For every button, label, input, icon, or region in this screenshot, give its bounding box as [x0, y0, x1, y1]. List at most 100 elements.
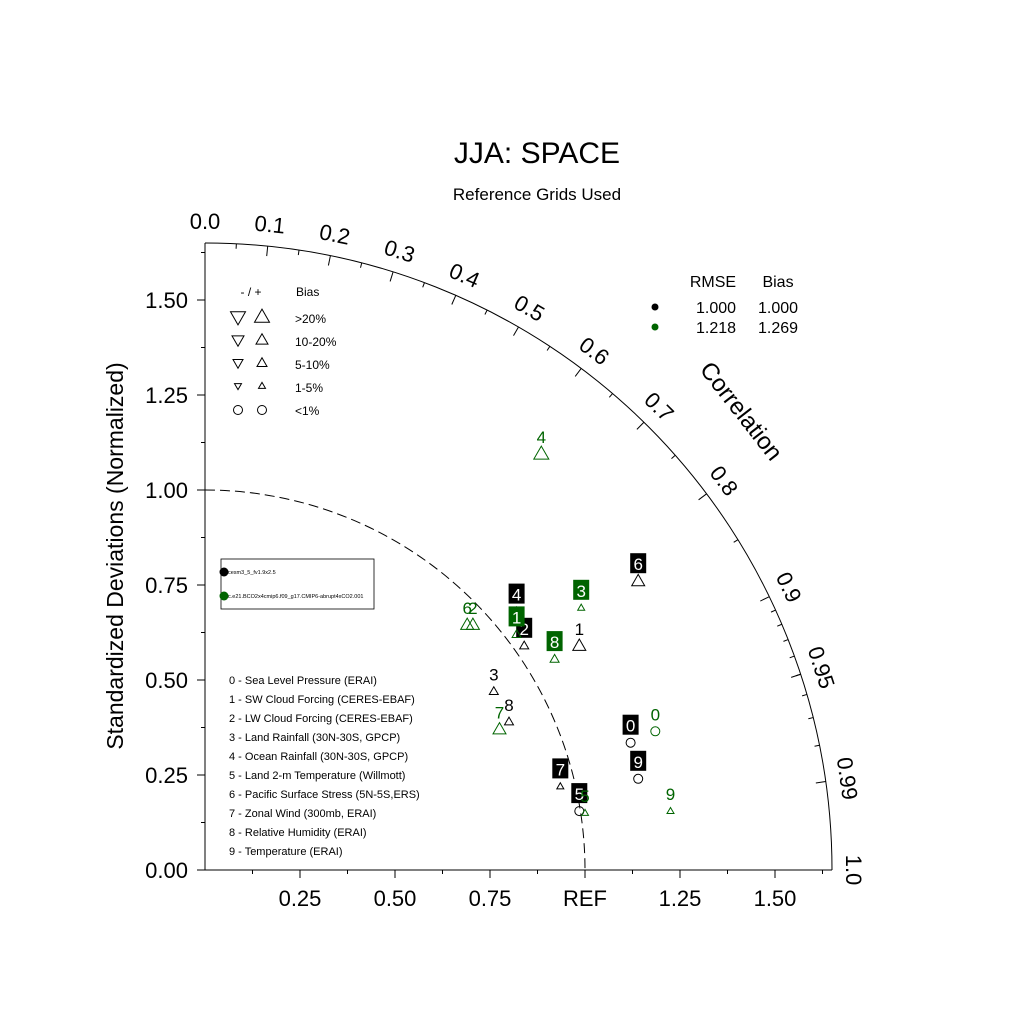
stats-header-rmse: RMSE: [690, 274, 736, 291]
down-triangle-icon: [233, 383, 243, 391]
correlation-major-tick: [760, 596, 770, 602]
bias-legend-row: >20%: [295, 312, 326, 326]
data-point-label: 4: [537, 428, 546, 447]
y-tick-label: 1.25: [145, 383, 188, 408]
data-point-label: 6: [633, 555, 642, 574]
variable-entry: 4 - Ocean Rainfall (30N-30S, GPCP): [229, 751, 408, 763]
correlation-major-tick: [327, 255, 331, 266]
data-point-marker: [650, 726, 661, 737]
y-tick-label: 0.50: [145, 668, 188, 693]
data-point-marker: [459, 617, 475, 630]
correlation-major-tick: [790, 673, 801, 678]
variable-entry: 9 - Temperature (ERAI): [229, 846, 343, 858]
data-point-label-box: [630, 553, 647, 574]
data-point-label: 9: [666, 785, 675, 804]
stats-bias-value: 1.269: [758, 320, 798, 337]
up-triangle-icon: [257, 381, 267, 389]
correlation-tick-label: 0.5: [510, 290, 549, 327]
data-point-marker: [511, 628, 522, 639]
y-tick-label: 1.00: [145, 478, 188, 503]
data-point-label: 3: [576, 582, 585, 601]
correlation-major-tick: [698, 493, 707, 501]
correlation-tick-label: 0.95: [803, 643, 840, 691]
correlation-minor-tick: [733, 539, 739, 543]
correlation-arc: [204, 242, 833, 871]
correlation-major-tick: [815, 781, 826, 784]
x-tick-label: 0.75: [469, 886, 512, 911]
data-point-marker: [492, 721, 507, 735]
y-ticks: 0.00 0.25 0.50 0.75 1.00 1.25 1.50: [145, 252, 205, 883]
x-tick-label: 0.50: [374, 886, 417, 911]
stats-rmse-value: 1.218: [696, 320, 736, 337]
data-point-marker: [555, 781, 565, 790]
correlation-tick-label: 0.8: [705, 461, 743, 500]
data-point-label: 2: [468, 599, 477, 618]
data-point-marker: [488, 685, 500, 696]
up-triangle-icon: [256, 356, 268, 367]
bias-legend: - / + Bias >20% 10-20% 5-10% 1-5% <1%: [229, 285, 337, 418]
down-triangle-icon: [229, 311, 247, 326]
variable-list: 0 - Sea Level Pressure (ERAI) 1 - SW Clo…: [229, 675, 420, 858]
stats-rmse-value: 1.000: [696, 300, 736, 317]
data-point-label: 9: [633, 753, 642, 772]
variable-entry: 5 - Land 2-m Temperature (Willmott): [229, 770, 405, 782]
bias-legend-row: <1%: [295, 404, 320, 418]
data-point-label: 5: [580, 787, 589, 806]
y-tick-label: 0.00: [145, 858, 188, 883]
data-point-label: 1: [512, 608, 521, 627]
bias-legend-row: 10-20%: [295, 335, 337, 349]
x-tick-label: REF: [563, 886, 607, 911]
correlation-tick-label: 0.0: [190, 209, 221, 234]
data-point-marker: [503, 716, 515, 726]
x-tick-label: 1.50: [754, 886, 797, 911]
correlation-tick-label: 0.7: [639, 387, 678, 426]
data-point-marker: [518, 640, 530, 650]
variable-entry: 8 - Relative Humidity (ERAI): [229, 827, 367, 839]
data-point-label-box: [571, 783, 588, 804]
data-point-label: 6: [462, 599, 471, 618]
data-point-marker: [580, 808, 590, 816]
correlation-minor-tick: [484, 309, 488, 315]
y-axis-label: Standardized Deviations (Normalized): [102, 362, 128, 749]
correlation-tick-label: 0.3: [381, 235, 418, 268]
correlation-minor-tick: [297, 250, 300, 256]
correlation-tick-label: 0.6: [574, 332, 613, 370]
data-point-marker: [625, 737, 636, 748]
data-point-label: 2: [519, 620, 528, 639]
chart-title: JJA: SPACE: [454, 137, 620, 170]
correlation-minor-tick: [777, 623, 783, 627]
x-ticks: 0.25 0.50 0.75 REF 1.25 1.50: [252, 870, 823, 911]
series-legend-marker: [219, 567, 229, 577]
y-tick-label: 1.50: [145, 288, 188, 313]
correlation-tick-label: 1.0: [841, 855, 866, 886]
data-point-marker: [633, 773, 644, 784]
bias-legend-bias-header: Bias: [296, 285, 319, 299]
up-triangle-icon: [255, 332, 269, 345]
correlation-minor-tick: [608, 393, 613, 398]
stats-header-bias: Bias: [762, 274, 793, 291]
correlation-minor-tick: [360, 262, 363, 268]
data-point-label-box: [622, 714, 639, 735]
data-point-marker: [666, 806, 675, 815]
correlation-minor-tick: [422, 282, 425, 288]
data-point-label: 7: [556, 760, 565, 779]
y-tick-label: 0.75: [145, 573, 188, 598]
data-point-label: 5: [575, 785, 584, 804]
correlation-major-tick: [636, 421, 645, 430]
stats-series-dot: [651, 323, 659, 331]
bias-legend-sign-header: - / +: [240, 285, 261, 299]
correlation-tick-label: 0.1: [253, 211, 286, 239]
data-point-label-box: [552, 758, 569, 779]
series-legend-label: cesm3_5_fv1.9x2.5: [228, 570, 276, 576]
correlation-major-tick: [451, 295, 457, 305]
correlation-minor-tick: [789, 655, 795, 659]
data-point-label: 8: [550, 633, 559, 652]
data-point-label: 0: [651, 705, 660, 724]
circle-icon: [233, 405, 243, 415]
x-tick-label: 1.25: [659, 886, 702, 911]
correlation-minor-tick: [770, 609, 776, 613]
correlation-minor-tick: [801, 693, 808, 697]
data-point-marker: [549, 653, 560, 663]
series-legend-marker: [219, 591, 229, 601]
